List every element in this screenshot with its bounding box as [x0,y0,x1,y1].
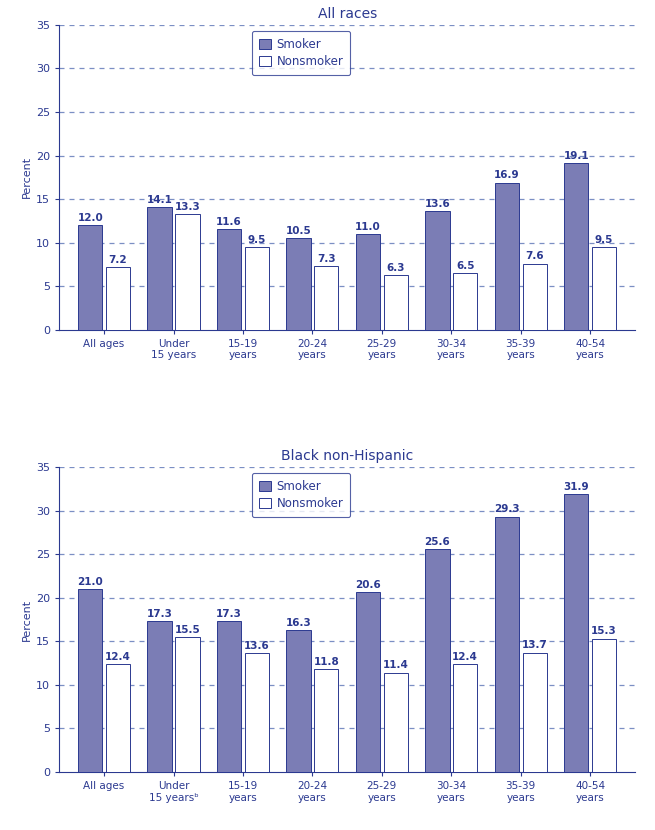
Bar [78,225,102,330]
Text: 15.5: 15.5 [174,625,200,635]
Bar [356,593,380,772]
Text: 11.6: 11.6 [216,217,242,227]
Text: 17.3: 17.3 [216,609,242,619]
Bar [314,669,339,772]
Text: 16.9: 16.9 [494,170,519,180]
Bar [564,164,588,330]
Text: 19.1: 19.1 [563,151,589,161]
Text: 12.4: 12.4 [105,652,131,662]
Text: 13.3: 13.3 [174,202,200,212]
Text: 13.7: 13.7 [522,641,548,651]
Text: 7.6: 7.6 [525,251,544,261]
Text: 10.5: 10.5 [286,226,311,237]
Bar [245,653,269,772]
Bar [217,621,241,772]
Text: 14.1: 14.1 [147,195,172,205]
Legend: Smoker, Nonsmoker: Smoker, Nonsmoker [252,473,350,517]
Text: 15.3: 15.3 [591,627,617,637]
Bar [523,264,547,330]
Text: 9.5: 9.5 [595,235,613,245]
Text: 7.3: 7.3 [317,254,335,264]
Y-axis label: Percent: Percent [22,156,31,198]
Text: 21.0: 21.0 [77,577,103,587]
Bar [425,549,449,772]
Text: 29.3: 29.3 [494,505,519,515]
Bar [523,652,547,772]
Bar [245,247,269,330]
Bar [592,638,616,772]
Bar [495,183,519,330]
Text: 16.3: 16.3 [286,618,311,627]
Text: 11.4: 11.4 [383,661,409,671]
Bar [176,637,200,772]
Bar [564,494,588,772]
Bar [592,247,616,330]
Bar [78,589,102,772]
Bar [495,516,519,772]
Text: 11.0: 11.0 [355,222,381,232]
Bar [106,664,130,772]
Text: 7.2: 7.2 [109,255,127,265]
Text: 11.8: 11.8 [314,657,339,667]
Title: Black non-Hispanic: Black non-Hispanic [281,449,413,463]
Bar [286,238,310,330]
Bar [453,273,477,330]
Text: 12.0: 12.0 [77,213,103,223]
Legend: Smoker, Nonsmoker: Smoker, Nonsmoker [252,31,350,75]
Bar [425,212,449,330]
Text: 6.5: 6.5 [456,261,474,271]
Text: 6.3: 6.3 [386,263,405,273]
Bar [106,267,130,330]
Bar [147,207,172,330]
Text: 31.9: 31.9 [563,482,589,492]
Bar [453,664,477,772]
Bar [356,234,380,330]
Bar [384,275,408,330]
Text: 17.3: 17.3 [147,609,172,619]
Bar [176,214,200,330]
Bar [314,266,339,330]
Text: 9.5: 9.5 [248,235,266,245]
Text: 12.4: 12.4 [452,652,478,662]
Bar [384,672,408,772]
Text: 13.6: 13.6 [424,199,450,209]
Text: 13.6: 13.6 [244,642,270,652]
Title: All races: All races [318,7,377,21]
Y-axis label: Percent: Percent [22,598,31,641]
Bar [217,229,241,330]
Text: 20.6: 20.6 [355,580,381,590]
Bar [147,621,172,772]
Bar [286,630,310,772]
Text: 25.6: 25.6 [424,537,450,547]
